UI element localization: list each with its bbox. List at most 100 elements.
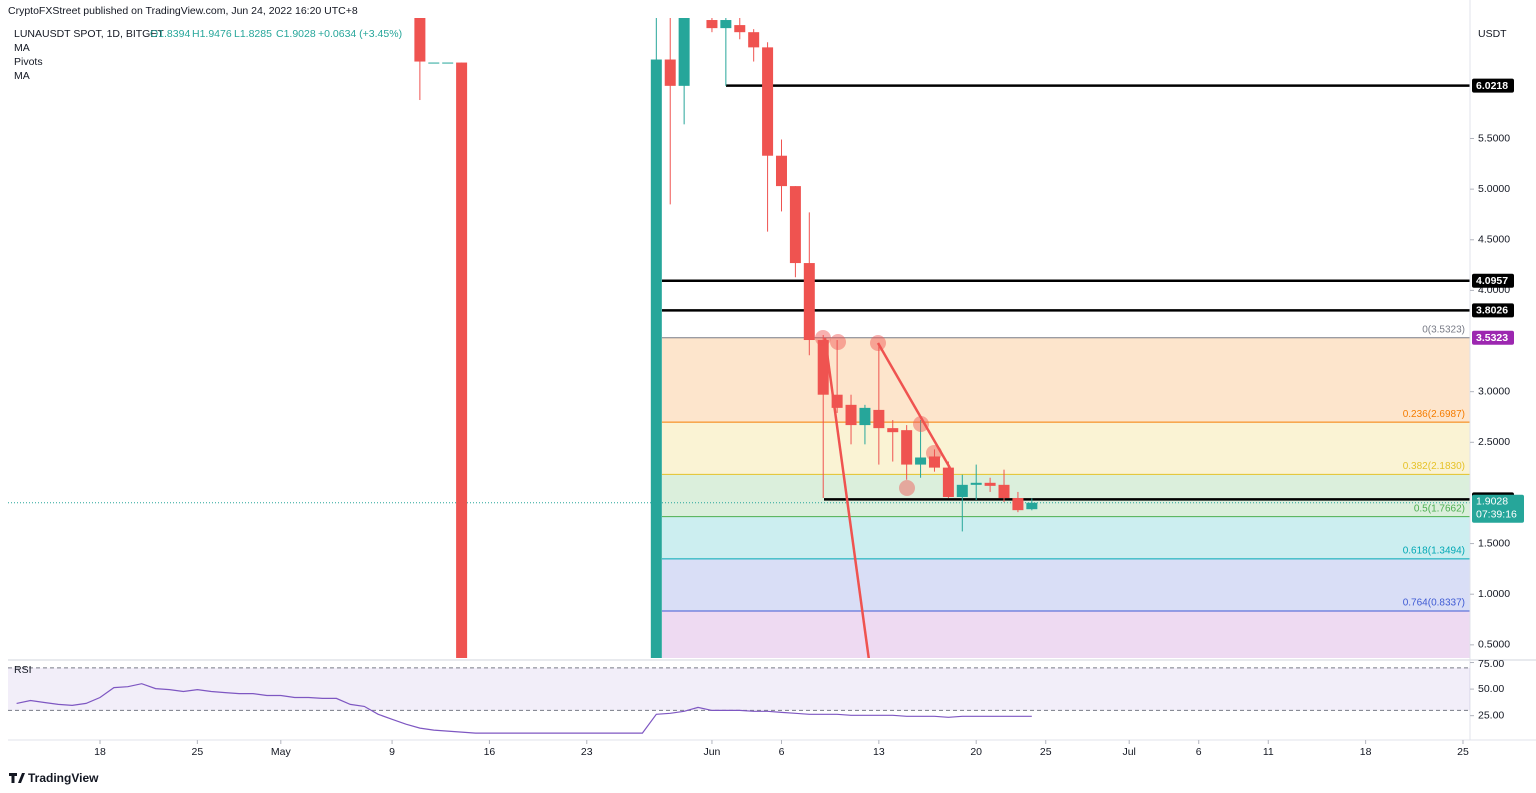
candle-body	[998, 484, 1010, 498]
x-tick-label: Jun	[703, 746, 720, 758]
candle-body	[414, 18, 426, 62]
candle-body	[734, 25, 746, 33]
x-tick-label: 25	[1457, 746, 1469, 758]
footer-logo: TradingView	[9, 771, 99, 785]
x-tick-label: 16	[484, 746, 496, 758]
x-tick-label: 9	[389, 746, 395, 758]
candle-body	[650, 59, 662, 658]
rsi-band-fill	[8, 667, 1470, 711]
y-tick-label: 5.5000	[1478, 132, 1510, 144]
fib-zone	[662, 558, 1470, 612]
ohlc-close: C1.9028	[276, 28, 316, 40]
y-tick-label: 1.0000	[1478, 588, 1510, 600]
candle-body	[762, 47, 774, 156]
candle-layer	[414, 18, 1038, 658]
ohlc-low: L1.8285	[234, 28, 272, 40]
fib-label: 0.5(1.7662)	[1414, 503, 1465, 514]
countdown: 07:39:16	[1476, 509, 1517, 521]
axis-layer: 0.50001.00001.50002.50003.00004.00004.50…	[94, 78, 1524, 758]
x-tick-label: 25	[192, 746, 204, 758]
candle-body	[1012, 498, 1024, 511]
pivot-marker	[899, 480, 915, 496]
candle-body	[775, 155, 787, 187]
published-note: CryptoFXStreet published on TradingView.…	[8, 5, 358, 17]
candle-body	[873, 409, 885, 429]
pivot-label: 3.8026	[1476, 305, 1508, 317]
pivot-marker	[870, 335, 886, 351]
rsi-tick-label: 50.00	[1478, 683, 1504, 695]
candle-body	[706, 20, 718, 29]
fib-label: 0.236(2.6987)	[1403, 409, 1465, 420]
pivot-label: 6.0218	[1476, 80, 1508, 92]
candle-body	[942, 467, 954, 497]
candle-body	[664, 59, 676, 86]
last-price-label: 1.9028	[1476, 496, 1508, 508]
currency: USDT	[1478, 28, 1507, 40]
x-tick-label: 13	[873, 746, 885, 758]
candle-body	[678, 18, 690, 86]
y-tick-label: 0.5000	[1478, 639, 1510, 651]
pivot-markers	[815, 330, 942, 496]
x-tick-label: Jul	[1122, 746, 1135, 758]
candle-body	[956, 484, 968, 497]
fib-label: 0(3.5323)	[1422, 324, 1465, 335]
fib-zone	[662, 474, 1470, 517]
candle-body	[831, 394, 843, 408]
logo-icon	[9, 773, 25, 783]
candle-body	[901, 430, 913, 465]
x-tick-label: 11	[1263, 746, 1274, 758]
x-tick-label: 6	[1196, 746, 1202, 758]
footer-brand: TradingView	[28, 771, 99, 785]
y-tick-label: 2.5000	[1478, 436, 1510, 448]
candle-body	[720, 20, 732, 29]
trend-line	[823, 337, 870, 658]
ohlc-high: H1.9476	[192, 28, 232, 40]
candle-body	[1026, 502, 1038, 510]
fib-zone	[662, 422, 1470, 475]
pivot-marker	[815, 330, 831, 346]
drawings	[815, 330, 952, 658]
fib-layer: 0(3.5323) 0.236(2.6987) 0.382(2.1830) 0.5(1…	[662, 324, 1470, 658]
pivot-marker	[926, 445, 942, 461]
candle-body	[887, 428, 899, 433]
candle-body	[928, 456, 940, 468]
fib-zone	[662, 337, 1470, 423]
candle-body	[803, 263, 815, 341]
pivot-marker	[913, 416, 929, 432]
symbol: LUNAUSDT SPOT, 1D, BITGET	[14, 28, 164, 40]
indicator: MA	[14, 42, 30, 54]
y-tick-label: 4.5000	[1478, 234, 1510, 246]
y-tick-label: 1.5000	[1478, 537, 1510, 549]
trend-line	[876, 342, 952, 469]
candle-body	[456, 62, 468, 658]
pivot-marker	[830, 334, 846, 350]
candle-body	[428, 62, 440, 64]
ohlc-open: O1.8394	[150, 28, 190, 40]
x-tick-label: 20	[970, 746, 982, 758]
level-layer	[8, 84, 1470, 504]
y-tick-label: 3.0000	[1478, 385, 1510, 397]
candle-body	[984, 482, 996, 486]
candle-body	[845, 404, 857, 426]
candle-body	[970, 482, 982, 485]
last-price-box	[1472, 494, 1524, 523]
candle-body	[442, 62, 454, 64]
pivot-label-box	[1472, 78, 1514, 93]
rsi-tick-label: 25.00	[1478, 709, 1504, 721]
rsi-layer	[8, 667, 1470, 734]
y-tick-label: 5.0000	[1478, 183, 1510, 195]
x-tick-label: 6	[779, 746, 785, 758]
x-tick-label: 25	[1040, 746, 1052, 758]
fib-zone	[662, 611, 1470, 658]
rsi-line	[16, 683, 1032, 734]
indicator: MA	[14, 70, 30, 82]
x-tick-label: 18	[94, 746, 106, 758]
pivot-label-box	[1472, 273, 1514, 288]
candle-body	[915, 457, 927, 465]
fib-zone	[662, 516, 1470, 559]
x-tick-label: May	[271, 746, 292, 758]
fib-axis-label-box	[1472, 330, 1514, 345]
candle-body	[859, 407, 871, 426]
